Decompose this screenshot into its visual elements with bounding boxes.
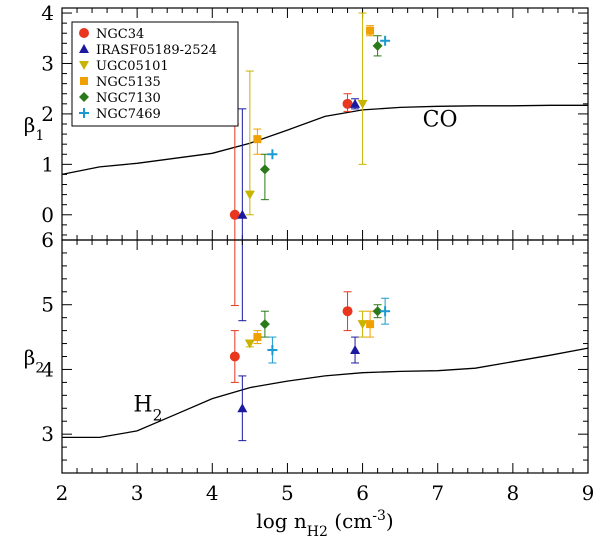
point-irasf05189-2524 [350,98,361,108]
legend-label-ngc7469: NGC7469 [96,107,161,122]
legend-marker-irasf05189-2524 [79,44,89,53]
point-ngc34 [229,209,240,220]
model-curve [62,347,589,439]
x-tick-label: 7 [431,481,444,505]
y-tick-label: 0 [41,203,54,227]
legend-marker-ngc7130 [79,92,89,102]
axis-titles: 2 3 4 5 6 7 8 9 log nH2 (cm-3) [56,481,595,540]
point-irasf05189-2524 [237,403,248,413]
y-tick-label: 6 [41,228,54,252]
y-tick-label: 3 [41,422,54,446]
point-ngc5135 [253,135,262,144]
bottom-panel: 3 4 5 6 β2 H2 [24,228,589,474]
legend-box [71,21,239,127]
legend-label-ngc7130: NGC7130 [96,91,161,106]
point-ngc34 [342,306,353,317]
legend-marker-ngc5135 [80,77,88,85]
panel-label-co: CO [423,108,458,133]
legend: NGC34IRASF05189-2524UGC05101NGC5135NGC71… [71,21,239,127]
x-tick-label: 8 [506,481,519,505]
x-tick-label: 9 [582,481,595,505]
point-ngc7130 [259,319,270,330]
x-tick-label: 3 [131,481,144,505]
point-ngc7130 [372,40,383,51]
point-ngc7130 [259,164,270,175]
y-tick-label: 1 [41,152,54,176]
point-ngc5135 [366,26,375,35]
x-tick-label: 4 [206,481,219,505]
legend-label-irasf05189-2524: IRASF05189-2524 [96,43,217,58]
y-axis-title: β1 [24,113,44,144]
point-irasf05189-2524 [237,209,248,219]
legend-label-ngc34: NGC34 [96,27,144,42]
point-ngc5135 [253,333,262,342]
x-tick-label: 2 [56,481,69,505]
point-ngc7469 [380,306,391,317]
x-tick-label: 5 [281,481,294,505]
y-tick-label: 3 [41,51,54,75]
x-axis-title: log nH2 (cm-3) [256,508,393,540]
point-ugc05101 [357,99,368,109]
point-ngc34 [229,351,240,362]
legend-label-ugc05101: UGC05101 [96,59,169,74]
legend-marker-ngc7469 [79,108,89,118]
y-tick-label: 4 [41,1,54,25]
point-ugc05101 [357,320,368,330]
point-ngc7469 [267,149,278,160]
legend-marker-ngc34 [79,28,89,38]
point-ngc7469 [380,35,391,46]
legend-marker-ugc05101 [79,61,89,70]
point-ngc5135 [366,320,375,329]
y-axis-title: β2 [24,346,44,377]
point-ngc7130 [372,306,383,317]
point-ngc7469 [267,345,278,356]
point-ugc05101 [244,339,255,349]
x-tick-label: 6 [356,481,369,505]
y-tick-label: 2 [41,102,54,126]
legend-label-ngc5135: NGC5135 [96,75,161,90]
point-ugc05101 [244,190,255,200]
point-ngc34 [342,98,353,109]
y-tick-label: 5 [41,293,54,317]
point-irasf05189-2524 [350,345,361,355]
top-panel: 0 1 2 3 4 β1 CO [24,1,589,322]
plot-frame [61,239,589,474]
y-tick-label: 4 [41,357,54,381]
panel-label-h2: H2 [133,393,162,425]
model-curve [61,104,588,176]
